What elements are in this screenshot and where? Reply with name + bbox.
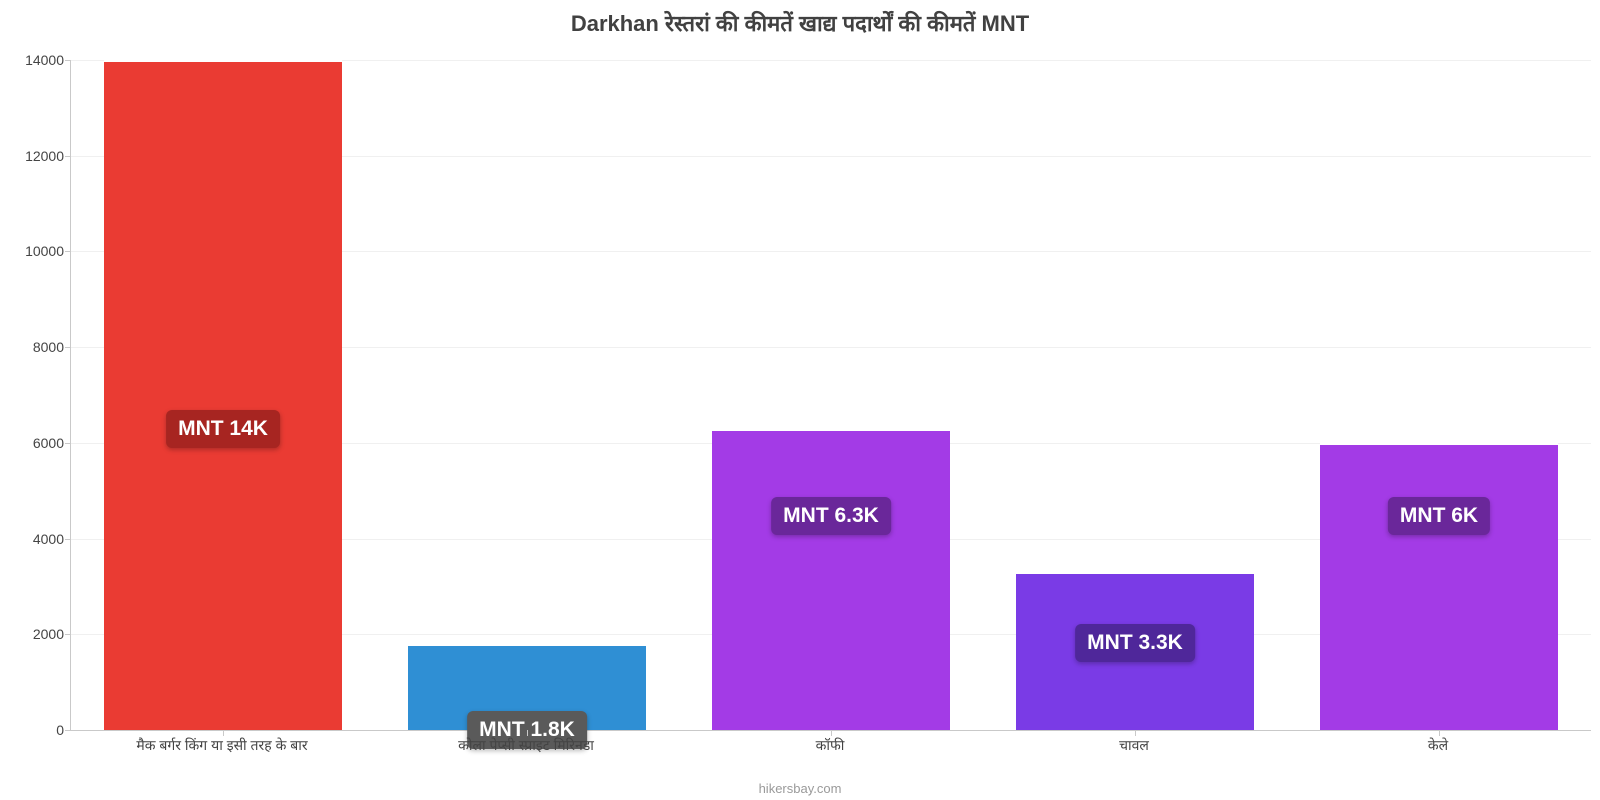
y-tick-label: 12000 <box>4 148 64 164</box>
y-tick-mark <box>65 443 71 444</box>
y-tick-mark <box>65 539 71 540</box>
bar-top-highlight <box>104 60 341 62</box>
footer-credit: hikersbay.com <box>0 781 1600 796</box>
value-badge: MNT 3.3K <box>1075 624 1195 662</box>
chart-bar <box>712 429 949 731</box>
value-badge: MNT 6.3K <box>771 497 891 535</box>
x-tick-label: केले <box>1428 736 1448 755</box>
bar-top-highlight <box>1016 572 1253 574</box>
bar-top-highlight <box>1320 443 1557 445</box>
chart-container: Darkhan रेस्तरां की कीमतें खाद्य पदार्थो… <box>0 0 1600 800</box>
y-tick-mark <box>65 634 71 635</box>
y-tick-label: 2000 <box>4 626 64 642</box>
y-tick-mark <box>65 60 71 61</box>
value-badge: MNT 6K <box>1388 497 1490 535</box>
y-tick-mark <box>65 730 71 731</box>
y-tick-label: 14000 <box>4 52 64 68</box>
x-tick-label: कॉफी <box>816 736 845 755</box>
y-tick-label: 6000 <box>4 435 64 451</box>
chart-title: Darkhan रेस्तरां की कीमतें खाद्य पदार्थो… <box>0 8 1600 38</box>
chart-bar <box>1320 443 1557 730</box>
x-tick-label: कोला पेप्सी स्प्राइट मिरिनडा <box>458 736 594 755</box>
bar-top-highlight <box>408 644 645 646</box>
value-badge: MNT 14K <box>166 410 280 448</box>
bar-top-highlight <box>712 429 949 431</box>
y-tick-label: 8000 <box>4 339 64 355</box>
x-tick-label: मैक बर्गर किंग या इसी तरह के बार <box>136 736 307 755</box>
plot-area: MNT 14KMNT 1.8KMNT 6.3KMNT 3.3KMNT 6K <box>70 60 1591 731</box>
y-tick-mark <box>65 251 71 252</box>
y-tick-label: 10000 <box>4 243 64 259</box>
y-tick-label: 0 <box>4 722 64 738</box>
x-tick-label: चावल <box>1119 736 1149 755</box>
y-tick-mark <box>65 347 71 348</box>
y-tick-label: 4000 <box>4 531 64 547</box>
chart-bar <box>104 60 341 730</box>
y-tick-mark <box>65 156 71 157</box>
